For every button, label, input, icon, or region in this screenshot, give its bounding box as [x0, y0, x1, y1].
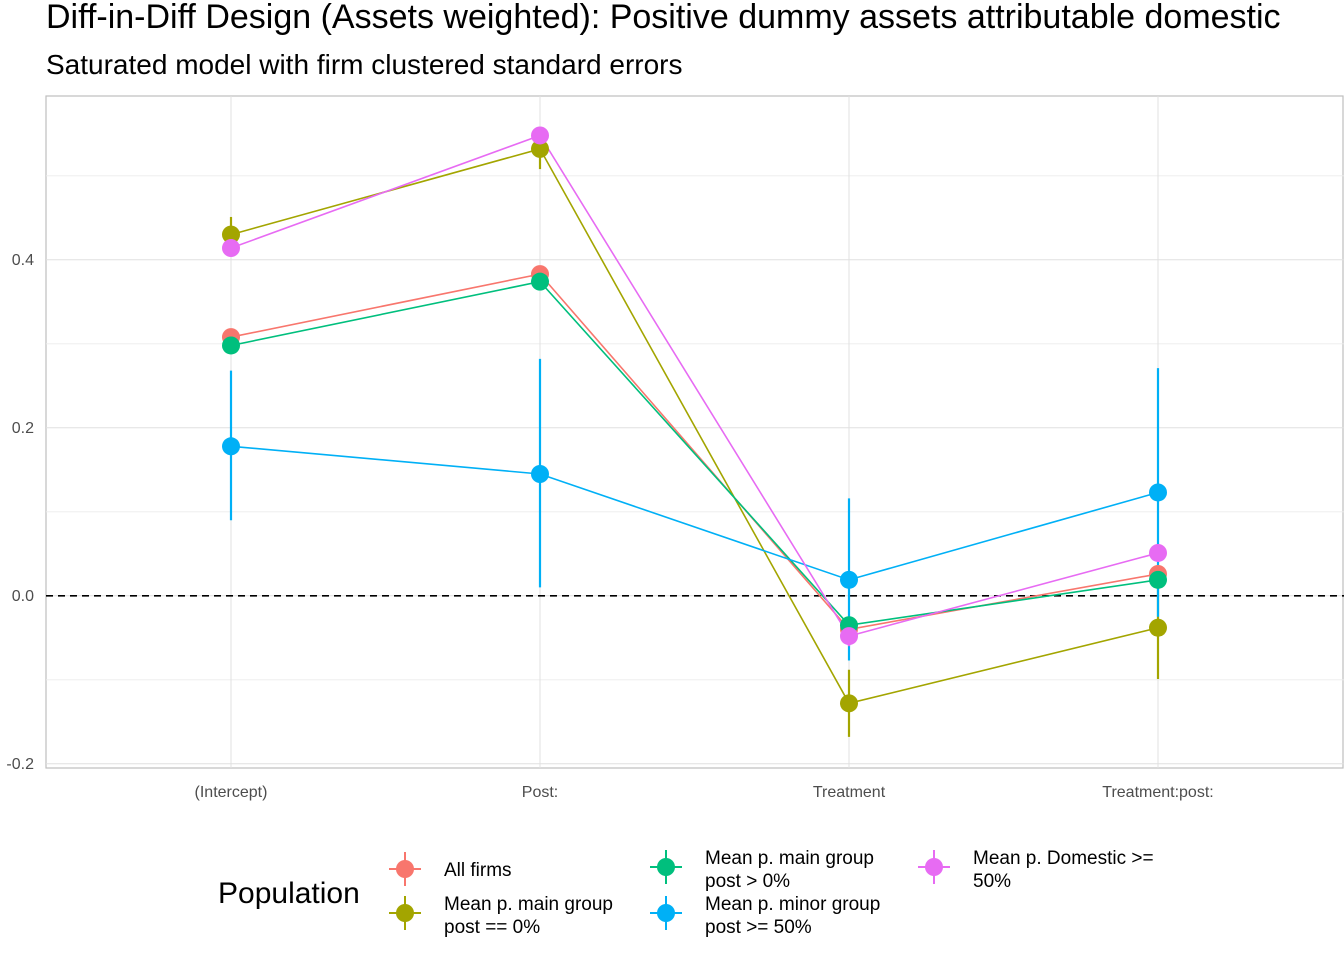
data-point: [222, 225, 240, 244]
panel-border: [45, 95, 1344, 769]
data-point: [222, 336, 240, 355]
data-point: [531, 465, 549, 483]
legend-item: Mean p. Domestic >=50%: [918, 848, 1154, 892]
data-point: [531, 272, 549, 291]
legend-label: Mean p. minor group: [705, 894, 880, 915]
legend-label: Mean p. Domestic >=: [973, 848, 1154, 869]
series-line: [230, 445, 1159, 581]
x-tick-label: (Intercept): [195, 784, 268, 801]
y-tick-label: 0.0: [12, 588, 34, 605]
legend-label: post == 0%: [444, 917, 540, 938]
legend-key-point: [657, 858, 675, 876]
data-point: [222, 437, 240, 456]
series-line: [230, 134, 1159, 638]
data-point: [840, 694, 858, 713]
legend-label: 50%: [973, 871, 1011, 892]
x-tick-label: Treatment: [813, 784, 886, 801]
chart-title: Diff-in-Diff Design (Assets weighted): P…: [46, 0, 1281, 36]
data-point: [1149, 543, 1167, 562]
legend-label: Mean p. main group: [705, 848, 874, 869]
data-point: [1149, 483, 1167, 502]
y-tick-label: -0.2: [6, 756, 34, 773]
legend-key-point: [657, 904, 675, 922]
y-tick-label: 0.4: [12, 252, 34, 269]
plot-area: -0.2 0.0 0.2 0.4 (Intercept) Post: Treatment Tr…: [6, 95, 1344, 801]
data-point: [840, 627, 858, 646]
data-point: [531, 126, 549, 145]
legend-title: Population: [218, 877, 360, 910]
x-tick-label: Treatment:post:: [1102, 784, 1213, 801]
data-point: [222, 239, 240, 258]
legend-label: Mean p. main group: [444, 894, 613, 915]
legend-item: All firms: [389, 852, 512, 886]
legend-key-point: [925, 858, 943, 876]
legend-label: post > 0%: [705, 871, 790, 892]
series-line: [230, 280, 1159, 627]
data-point: [840, 570, 858, 589]
y-tick-label: 0.2: [12, 420, 34, 437]
legend-label: post >= 50%: [705, 917, 812, 938]
data-point: [1149, 618, 1167, 637]
x-tick-label: Post:: [522, 784, 558, 801]
data-point: [531, 139, 549, 158]
legend-label: All firms: [444, 860, 512, 881]
legend-key-point: [396, 904, 414, 922]
legend-key-point: [396, 860, 414, 878]
data-point: [1149, 570, 1167, 589]
series-line: [230, 273, 1159, 631]
chart-subtitle: Saturated model with firm clustered stan…: [46, 49, 683, 80]
